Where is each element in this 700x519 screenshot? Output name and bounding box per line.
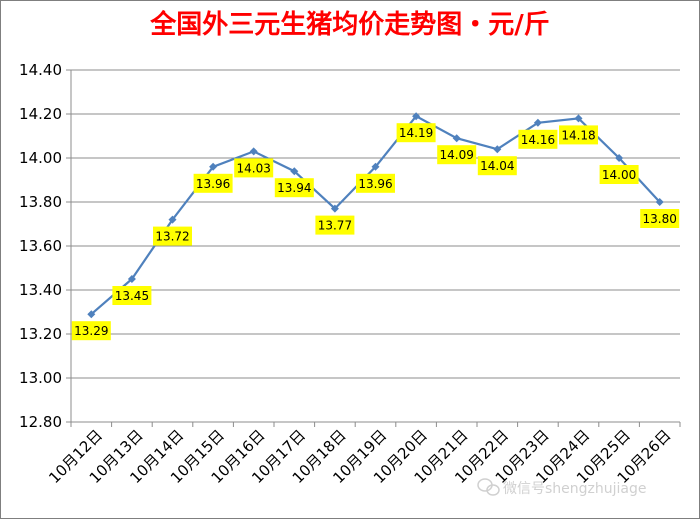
data-label-text: 13.80 [643,212,677,226]
data-label: 13.72 [153,226,192,246]
data-label: 14.03 [234,158,274,178]
data-labels: 13.29 13.45 13.72 13.96 14.03 13.94 13.77 13.96… [71,123,680,341]
data-label: 14.09 [437,145,477,165]
x-axis: 10月12日10月13日10月14日10月15日10月16日10月17日10月1… [45,421,681,487]
data-label-bg [640,209,680,228]
data-point [493,145,502,154]
data-point [127,275,136,283]
y-tick-label: 12.80 [19,413,62,431]
data-label-bg [356,173,395,193]
data-point [330,204,339,213]
data-label: 14.18 [559,125,598,145]
series-polyline [90,114,661,316]
watermark-text: 微信号shengzhujiage [503,481,647,497]
data-label: 14.19 [396,123,436,143]
y-tick-label: 13.20 [19,325,62,343]
y-tick-label: 14.20 [19,105,62,123]
data-label-bg [477,156,517,176]
gridlines [71,69,680,423]
data-label-text: 13.45 [115,289,149,303]
y-axis: 12.80 13.00 13.20 13.40 13.60 13.80 14.00 14.20… [19,61,72,431]
data-label-text: 14.03 [237,161,271,175]
data-label: 14.04 [477,156,517,176]
data-label-bg [315,215,355,235]
data-label-bg [396,123,436,143]
data-label-text: 13.96 [196,177,230,191]
data-point [574,114,583,123]
data-point [371,162,380,171]
chart-title: 全国外三元生猪均价走势图・元/斤 [149,9,550,40]
data-label-bg [234,158,274,178]
data-label-bg [559,125,598,145]
data-label: 14.16 [518,129,558,149]
data-point [533,118,542,127]
data-label-text: 13.94 [277,181,311,195]
data-label-text: 14.00 [602,168,636,182]
data-label: 13.77 [315,215,355,235]
data-label-bg [153,226,192,246]
data-label-bg [518,129,558,149]
data-label-text: 14.19 [399,126,433,140]
data-point [168,215,177,224]
data-label: 14.00 [599,165,639,184]
data-point [615,154,624,162]
data-label-text: 13.96 [358,177,392,191]
data-label-text: 13.72 [155,230,189,244]
y-tick-label: 14.40 [19,61,62,79]
data-point [209,162,218,171]
data-label: 13.94 [274,178,314,198]
data-label-bg [71,321,111,341]
y-tick-label: 13.80 [19,193,62,211]
data-point [412,112,421,121]
data-label-bg [274,178,314,198]
data-label-bg [193,173,233,193]
data-label-text: 13.77 [318,219,352,233]
data-label-bg [112,286,152,305]
data-label-bg [599,165,639,184]
data-label-text: 13.29 [74,324,108,338]
data-point [249,147,258,156]
data-label: 13.80 [640,209,680,228]
data-point [655,198,664,206]
data-label: 13.29 [71,321,111,341]
data-label-text: 14.16 [521,133,555,147]
y-tick-label: 13.40 [19,281,62,299]
data-label: 13.96 [193,173,233,193]
series-line [87,112,664,319]
data-label-text: 14.04 [480,159,514,173]
y-tick-label: 14.00 [19,149,62,167]
data-point [290,167,299,176]
y-tick-label: 13.60 [19,237,62,255]
wechat-icon [477,478,500,496]
data-label-text: 14.09 [440,148,474,162]
watermark: 微信号shengzhujiage [477,478,647,497]
data-point [87,310,96,319]
y-tick-label: 13.00 [19,369,62,387]
data-label: 13.45 [112,286,152,305]
data-label: 13.96 [356,173,395,193]
data-label-text: 14.18 [561,128,595,142]
data-label-bg [437,145,477,165]
data-point [452,134,461,143]
